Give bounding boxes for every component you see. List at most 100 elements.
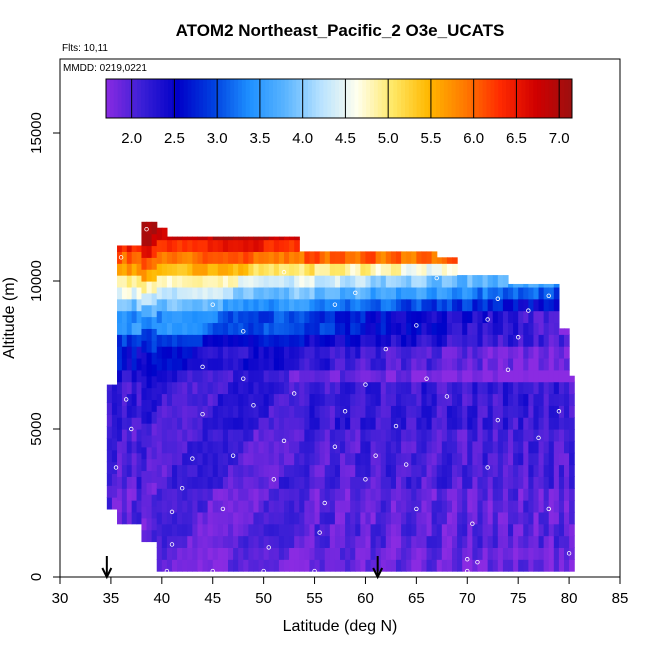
heatmap-cell [330, 251, 336, 263]
heatmap-cell [559, 429, 565, 441]
heatmap-cell [437, 346, 443, 358]
heatmap-cell [396, 441, 402, 453]
heatmap-cell [172, 237, 178, 241]
heatmap-cell [472, 429, 478, 441]
heatmap-cell [167, 263, 173, 275]
heatmap-cell [528, 405, 534, 417]
heatmap-cell [304, 465, 310, 477]
heatmap-cell [264, 263, 270, 275]
heatmap-cell [253, 334, 259, 346]
heatmap-cell [228, 251, 234, 263]
heatmap-cell [197, 251, 203, 263]
heatmap-cell [304, 500, 310, 512]
heatmap-cell [152, 234, 158, 246]
heatmap-cell [335, 370, 341, 382]
heatmap-cell [167, 405, 173, 417]
x-tick-label: 80 [561, 590, 578, 607]
heatmap-cell [442, 322, 448, 334]
heatmap-cell [503, 524, 509, 536]
y-tick-label: 15000 [28, 112, 45, 154]
heatmap-cell [391, 547, 397, 559]
heatmap-cell [187, 547, 193, 559]
heatmap-cell [182, 240, 188, 252]
heatmap-cell [488, 453, 494, 465]
heatmap-cell [564, 346, 570, 358]
heatmap-cell [503, 488, 509, 500]
heatmap-cell [457, 512, 463, 524]
heatmap-cell [350, 441, 356, 453]
heatmap-cell [289, 251, 295, 263]
heatmap-cell [386, 559, 392, 571]
heatmap-cell [197, 275, 203, 287]
x-tick-label: 75 [510, 590, 527, 607]
heatmap-cell [309, 547, 315, 559]
heatmap-cell [309, 524, 315, 536]
heatmap-cell [472, 322, 478, 334]
heatmap-cell [127, 441, 132, 453]
heatmap-cell [554, 393, 560, 405]
heatmap-cell [477, 500, 483, 512]
heatmap-cell [218, 441, 224, 453]
heatmap-cell [452, 393, 458, 405]
heatmap-cell [411, 287, 417, 299]
heatmap-cell [442, 488, 448, 500]
heatmap-cell [269, 346, 275, 358]
heatmap-cell [330, 299, 336, 311]
heatmap-cell [406, 547, 412, 559]
heatmap-cell [218, 405, 224, 417]
heatmap-cell [264, 299, 270, 311]
heatmap-cell [325, 287, 331, 299]
ozone-curtain-chart: ATOM2 Northeast_Pacific_2 O3e_UCATS Flts… [0, 0, 650, 650]
heatmap-cell [294, 453, 300, 465]
heatmap-cell [360, 251, 366, 263]
heatmap-cell [238, 429, 244, 441]
heatmap-cell [518, 346, 524, 358]
heatmap-cell [152, 257, 158, 269]
heatmap-cell [233, 512, 239, 524]
heatmap-cell [122, 322, 127, 334]
colorbar-segment [409, 79, 413, 118]
heatmap-cell [157, 559, 163, 571]
heatmap-cell [294, 299, 300, 311]
heatmap-cell [208, 512, 214, 524]
heatmap-cell [315, 299, 321, 311]
heatmap-cell [284, 524, 290, 536]
heatmap-cell [238, 263, 244, 275]
colorbar-segment [226, 79, 230, 118]
heatmap-cell [523, 441, 529, 453]
heatmap-cell [192, 429, 198, 441]
heatmap-cell [477, 476, 483, 488]
heatmap-cell [112, 438, 118, 450]
heatmap-cell [421, 512, 427, 524]
heatmap-cell [391, 500, 397, 512]
heatmap-cell [345, 393, 351, 405]
heatmap-cell [284, 237, 290, 241]
heatmap-cell [309, 417, 315, 429]
heatmap-cell [391, 287, 397, 299]
heatmap-cell [518, 536, 524, 548]
heatmap-cell [549, 441, 555, 453]
heatmap-cell [457, 547, 463, 559]
heatmap-cell [381, 465, 387, 477]
heatmap-cell [218, 263, 224, 275]
heatmap-cell [167, 334, 173, 346]
heatmap-cell [197, 453, 203, 465]
heatmap-cell [416, 405, 422, 417]
heatmap-cell [137, 299, 142, 311]
heatmap-cell [371, 334, 377, 346]
heatmap-cell [569, 393, 575, 405]
colorbar-segment [541, 79, 545, 118]
heatmap-cell [452, 275, 458, 287]
heatmap-cell [437, 524, 443, 536]
heatmap-cell [243, 500, 249, 512]
heatmap-cell [320, 393, 326, 405]
heatmap-cell [503, 512, 509, 524]
x-tick-label: 35 [103, 590, 120, 607]
heatmap-cell [325, 429, 331, 441]
heatmap-cell [248, 334, 254, 346]
heatmap-cell [396, 299, 402, 311]
heatmap-cell [421, 346, 427, 358]
heatmap-cell [325, 512, 331, 524]
heatmap-cell [320, 441, 326, 453]
heatmap-cell [248, 547, 254, 559]
